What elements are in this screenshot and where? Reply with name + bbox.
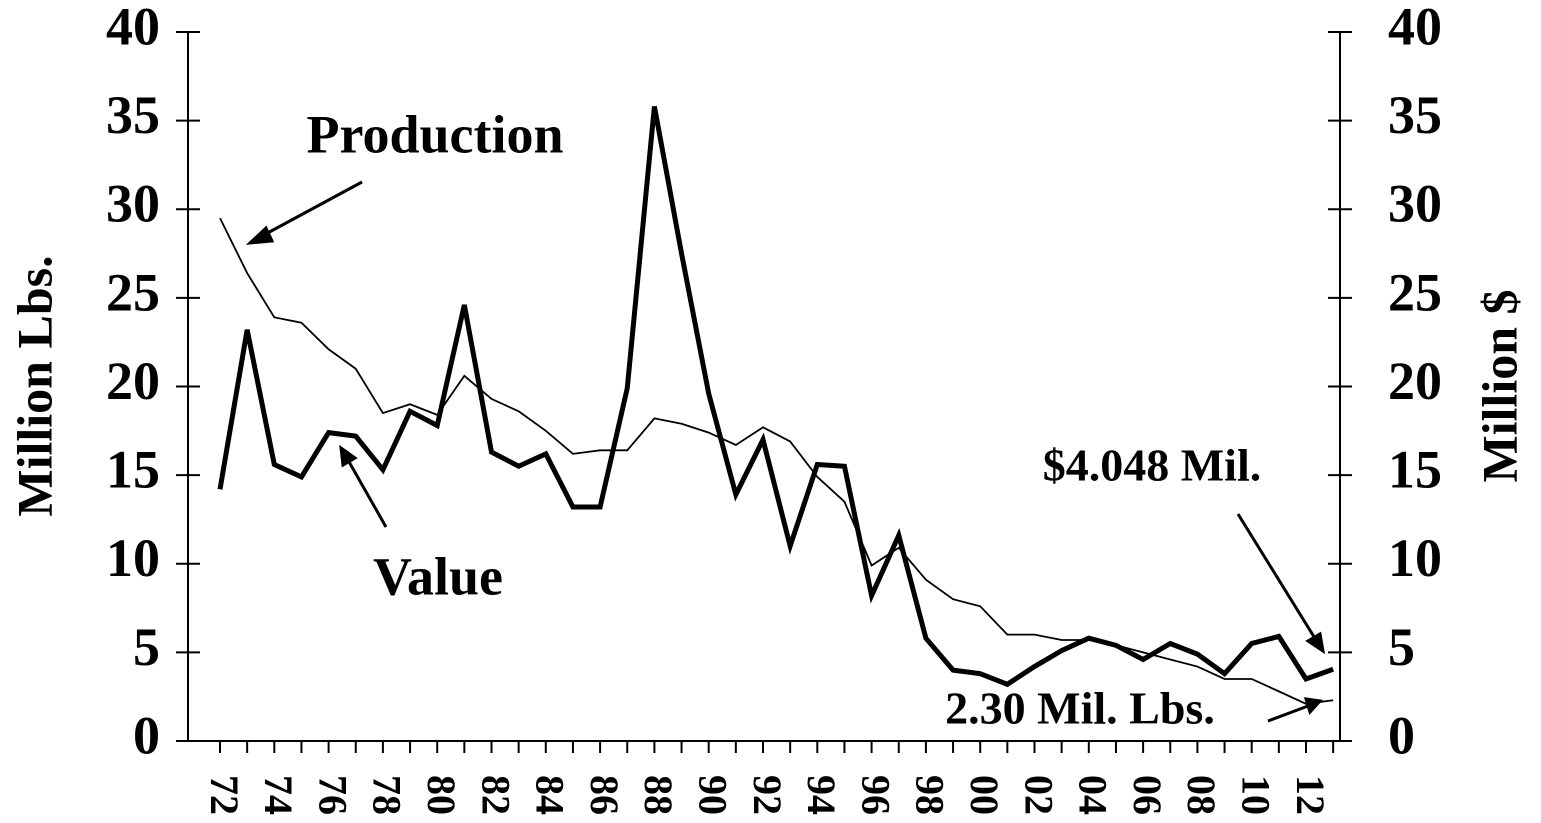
y-tick-label: 30 [106,174,160,234]
y-tick-label: 35 [106,85,160,145]
x-tick-label: 96 [853,775,898,815]
x-tick-label: 08 [1179,775,1224,815]
y-tick-label: 15 [106,440,160,500]
y2-tick-label: 10 [1388,528,1442,588]
x-tick-label: 98 [908,775,953,815]
y2-tick-label: 40 [1388,0,1442,56]
x-tick-label: 04 [1071,775,1116,815]
series-line [219,217,1334,705]
y-tick-label: 25 [106,262,160,322]
y2-tick-label: 25 [1388,262,1442,322]
series-label: Value [373,546,503,606]
x-tick-label: 82 [473,775,518,815]
x-tick-label: 72 [202,775,247,815]
x-tick-label: 74 [256,775,301,815]
annotation-arrows [245,180,1326,723]
y2-tick-label: 5 [1388,617,1415,677]
x-tick-label: 10 [1234,775,1279,815]
y-axis-title: Million Lbs. [6,255,62,516]
y2-axis-title: Million $ [1471,289,1527,482]
y-tick-label: 0 [133,705,160,765]
x-tick-label: 84 [528,775,573,815]
x-tick-label: 86 [582,775,627,815]
x-tick-label: 00 [962,775,1007,815]
y-tick-label: 20 [106,351,160,411]
x-tick-label: 92 [745,775,790,815]
y2-tick-label: 35 [1388,85,1442,145]
x-tick-label: 78 [365,775,410,815]
y2-tick-label: 20 [1388,351,1442,411]
x-tick-label: 94 [799,775,844,815]
annotation: $4.048 Mil. [1043,440,1261,491]
y2-tick-label: 0 [1388,705,1415,765]
series-line [217,105,1334,688]
annotation: 2.30 Mil. Lbs. [945,683,1215,734]
x-tick-label: 90 [691,775,736,815]
y2-tick-label: 15 [1388,440,1442,500]
y2-tick-label: 30 [1388,174,1442,234]
y-tick-label: 5 [133,617,160,677]
x-tick-label: 06 [1125,775,1170,815]
x-tick-label: 12 [1288,775,1333,815]
x-tick-label: 88 [636,775,681,815]
y-tick-label: 10 [106,528,160,588]
series-label: Production [306,104,563,164]
x-tick-label: 80 [419,775,464,815]
x-tick-label: 76 [310,775,355,815]
x-tick-label: 02 [1016,775,1061,815]
y-tick-label: 40 [106,0,160,56]
